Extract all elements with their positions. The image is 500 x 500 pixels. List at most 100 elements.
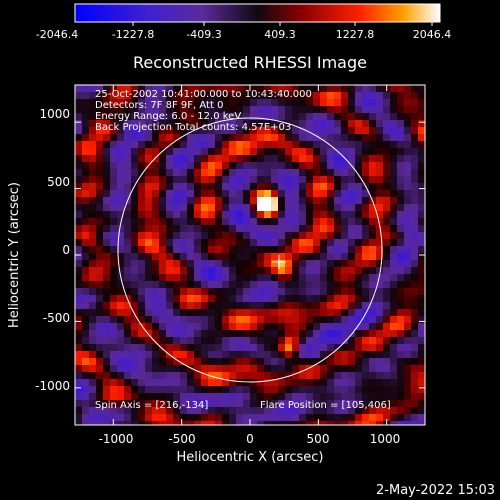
heatmap-cell — [75, 197, 82, 204]
heatmap-cell — [397, 141, 404, 148]
heatmap-cell — [362, 141, 369, 148]
heatmap-cell — [285, 337, 292, 344]
heatmap-cell — [348, 330, 355, 337]
heatmap-cell — [250, 148, 257, 155]
heatmap-cell — [292, 351, 299, 358]
heatmap-cell — [159, 204, 166, 211]
heatmap-cell — [348, 204, 355, 211]
heatmap-cell — [327, 204, 334, 211]
heatmap-cell — [348, 386, 355, 393]
heatmap-cell — [397, 365, 404, 372]
heatmap-cell — [89, 120, 96, 127]
heatmap-cell — [138, 414, 145, 421]
heatmap-cell — [89, 204, 96, 211]
heatmap-cell — [320, 155, 327, 162]
heatmap-cell — [376, 225, 383, 232]
heatmap-cell — [320, 120, 327, 127]
heatmap-cell — [110, 365, 117, 372]
heatmap-cell — [187, 134, 194, 141]
heatmap-cell — [194, 344, 201, 351]
heatmap-cell — [96, 148, 103, 155]
heatmap-cell — [334, 407, 341, 414]
heatmap-cell — [208, 281, 215, 288]
heatmap-cell — [159, 344, 166, 351]
heatmap-cell — [180, 288, 187, 295]
heatmap-cell — [292, 365, 299, 372]
heatmap-cell — [236, 211, 243, 218]
colorbar-tick-label-3: 409.3 — [264, 28, 296, 41]
heatmap-cell — [229, 337, 236, 344]
heatmap-cell — [271, 274, 278, 281]
heatmap-cell — [75, 414, 82, 421]
heatmap-cell — [334, 239, 341, 246]
heatmap-cell — [341, 113, 348, 120]
heatmap-cell — [390, 316, 397, 323]
heatmap-cell — [278, 260, 285, 267]
heatmap-cell — [173, 400, 180, 407]
heatmap-cell — [159, 120, 166, 127]
heatmap-cell — [124, 372, 131, 379]
heatmap-cell — [159, 288, 166, 295]
heatmap-cell — [159, 316, 166, 323]
heatmap-cell — [257, 239, 264, 246]
heatmap-cell — [264, 246, 271, 253]
heatmap-cell — [348, 92, 355, 99]
heatmap-cell — [180, 400, 187, 407]
y-tick-label-2: 0 — [62, 243, 70, 257]
heatmap-cell — [306, 295, 313, 302]
heatmap-cell — [271, 407, 278, 414]
heatmap-cell — [271, 344, 278, 351]
heatmap-cell — [313, 113, 320, 120]
heatmap-cell — [376, 351, 383, 358]
heatmap-cell — [187, 274, 194, 281]
heatmap-cell — [166, 309, 173, 316]
heatmap-cell — [362, 421, 369, 425]
heatmap-cell — [187, 218, 194, 225]
heatmap-cell — [201, 190, 208, 197]
heatmap-cell — [82, 232, 89, 239]
heatmap-cell — [411, 141, 418, 148]
heatmap-cell — [152, 211, 159, 218]
heatmap-cell — [89, 127, 96, 134]
heatmap-cell — [320, 134, 327, 141]
heatmap-cell — [222, 225, 229, 232]
heatmap-cell — [369, 218, 376, 225]
heatmap-cell — [103, 309, 110, 316]
heatmap-cell — [327, 281, 334, 288]
heatmap-cell — [208, 274, 215, 281]
heatmap-cell — [243, 225, 250, 232]
heatmap-cell — [215, 260, 222, 267]
heatmap-cell — [362, 85, 369, 92]
heatmap-cell — [327, 393, 334, 400]
heatmap-cell — [82, 316, 89, 323]
heatmap-cell — [124, 421, 131, 425]
heatmap-cell — [89, 295, 96, 302]
heatmap-cell — [201, 120, 208, 127]
heatmap-cell — [138, 302, 145, 309]
heatmap-cell — [103, 106, 110, 113]
heatmap-cell — [334, 421, 341, 425]
heatmap-cell — [271, 421, 278, 425]
heatmap-cell — [124, 344, 131, 351]
heatmap-cell — [390, 344, 397, 351]
heatmap-cell — [208, 113, 215, 120]
heatmap-cell — [173, 365, 180, 372]
heatmap-cell — [145, 155, 152, 162]
heatmap-cell — [299, 127, 306, 134]
heatmap-cell — [110, 253, 117, 260]
heatmap-cell — [411, 330, 418, 337]
heatmap-cell — [334, 309, 341, 316]
heatmap-cell — [152, 204, 159, 211]
heatmap-cell — [110, 183, 117, 190]
heatmap-cell — [404, 99, 411, 106]
heatmap-cell — [222, 344, 229, 351]
heatmap-cell — [341, 169, 348, 176]
heatmap-cell — [215, 372, 222, 379]
heatmap-cell — [166, 274, 173, 281]
heatmap-cell — [299, 113, 306, 120]
heatmap-cell — [306, 344, 313, 351]
heatmap-cell — [96, 99, 103, 106]
heatmap-cell — [348, 211, 355, 218]
heatmap-cell — [103, 337, 110, 344]
heatmap-cell — [264, 337, 271, 344]
